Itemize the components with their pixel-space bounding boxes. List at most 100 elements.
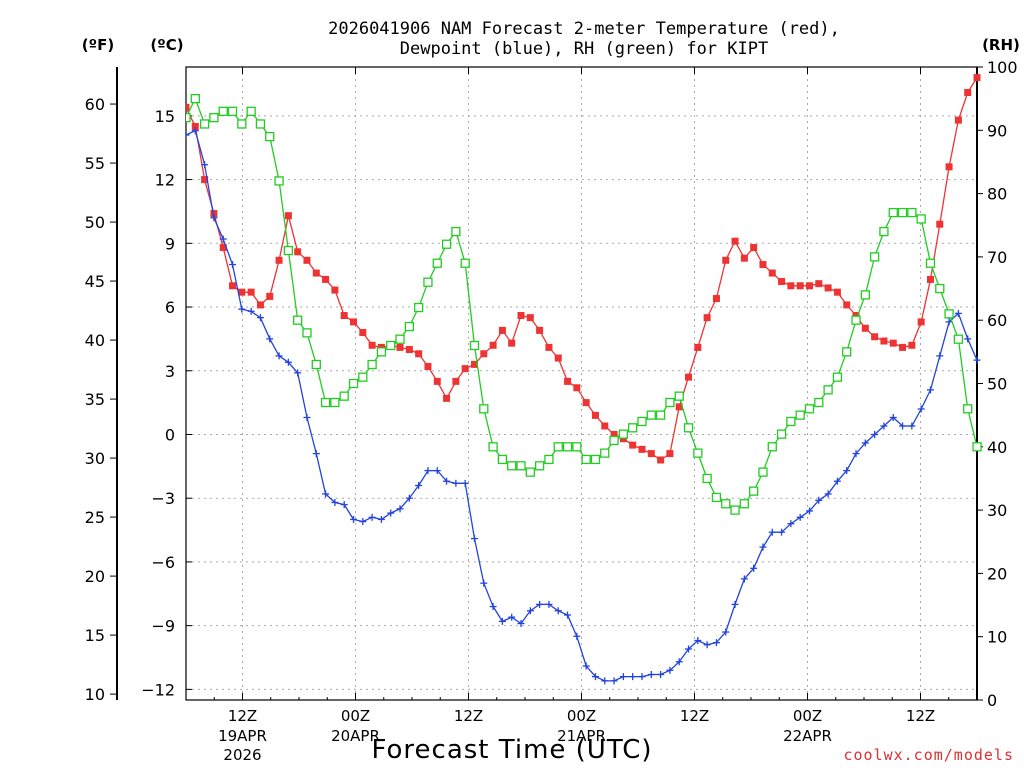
- rh-point: [507, 461, 517, 471]
- x-tick-year-label: 2026: [223, 746, 261, 764]
- temperature-point: [545, 343, 553, 351]
- rh-point: [869, 252, 880, 262]
- dewpoint-point: [536, 600, 544, 608]
- dewpoint-point: [256, 314, 264, 322]
- dewpoint-point: [954, 309, 962, 317]
- rh-point: [246, 106, 256, 116]
- series-dewpoint: [186, 127, 981, 685]
- celsius-tick-label: 3: [165, 362, 175, 381]
- temperature-point: [833, 288, 841, 296]
- fahrenheit-tick-label: 10: [85, 685, 105, 704]
- dewpoint-point: [433, 467, 441, 475]
- rh-point: [832, 372, 843, 382]
- dewpoint-point: [229, 261, 237, 269]
- temperature-point: [936, 220, 944, 228]
- temperature-point: [415, 350, 423, 358]
- rh-point: [516, 461, 526, 471]
- dewpoint-point: [368, 513, 376, 521]
- temperature-point: [564, 377, 572, 385]
- temperature-point: [582, 399, 590, 407]
- temperature-point: [526, 314, 534, 322]
- rh-tick-label: 40: [987, 438, 1007, 457]
- temperature-point: [256, 301, 264, 309]
- dewpoint-point: [871, 430, 879, 438]
- dewpoint-point: [238, 305, 246, 313]
- temperature-point: [247, 288, 255, 296]
- rh-tick-label: 90: [987, 121, 1007, 140]
- rh-point: [879, 226, 889, 237]
- rh-point: [907, 207, 917, 218]
- temperature-point: [508, 339, 516, 347]
- temperature-point: [740, 254, 748, 262]
- x-tick-label: 00Z: [567, 707, 596, 725]
- rh-point: [721, 499, 731, 509]
- temperature-point: [266, 292, 274, 300]
- temperature-point: [489, 341, 497, 349]
- rh-point: [739, 499, 750, 509]
- rh-point: [730, 505, 740, 515]
- dewpoint-point: [610, 677, 618, 685]
- dewpoint-point: [564, 611, 572, 619]
- temperature-point: [554, 354, 562, 362]
- temperature-point: [238, 288, 246, 296]
- rh-point: [758, 467, 768, 477]
- rh-point: [897, 207, 908, 218]
- rh-point: [283, 245, 294, 256]
- chart-title-line-2: Dewpoint (blue), RH (green) for KIPT: [400, 39, 768, 59]
- dewpoint-point: [201, 161, 209, 169]
- temperature-point: [973, 74, 981, 82]
- rh-point: [274, 176, 284, 186]
- dewpoint-point: [396, 505, 404, 513]
- rh-point: [423, 277, 433, 287]
- rh-point: [767, 442, 777, 452]
- rh-point: [432, 258, 442, 268]
- fahrenheit-unit-label: (ºF): [82, 36, 114, 54]
- rh-tick-label: 60: [987, 311, 1007, 330]
- series-layer: [186, 74, 982, 685]
- temperature-point: [731, 237, 739, 245]
- series-line-dewpoint: [186, 129, 978, 682]
- dewpoint-point: [247, 307, 255, 315]
- x-tick-label: 12Z: [454, 707, 483, 725]
- celsius-unit-label: (ºC): [150, 36, 183, 54]
- rh-point: [302, 328, 312, 338]
- celsius-tick-label: −9: [151, 617, 175, 636]
- rh-point: [711, 492, 722, 503]
- temperature-point: [647, 450, 655, 458]
- dewpoint-point: [210, 214, 218, 222]
- dewpoint-point: [545, 600, 553, 608]
- rh-point: [776, 429, 787, 439]
- rh-point: [348, 378, 359, 389]
- temperature-point: [591, 411, 599, 419]
- rh-point: [553, 442, 563, 452]
- dewpoint-point: [601, 677, 609, 685]
- temperature-point: [787, 282, 795, 290]
- dewpoint-point: [908, 422, 916, 430]
- dewpoint-point: [219, 235, 227, 243]
- temperature-point: [712, 295, 720, 303]
- celsius-tick-label: 15: [155, 107, 175, 126]
- dewpoint-point: [443, 477, 451, 485]
- rh-point: [367, 359, 377, 370]
- temperature-point: [452, 377, 460, 385]
- temperature-point: [871, 333, 879, 341]
- dewpoint-point: [759, 543, 767, 551]
- celsius-tick-label: −3: [151, 489, 175, 508]
- rh-point: [237, 119, 247, 129]
- temperature-point: [322, 275, 330, 283]
- fahrenheit-tick-label: 35: [85, 390, 105, 409]
- rh-unit-label: (RH): [982, 36, 1020, 54]
- temperature-point: [433, 377, 441, 385]
- rh-tick-label: 20: [987, 564, 1007, 583]
- rh-tick-label: 70: [987, 248, 1007, 267]
- fahrenheit-tick-label: 50: [85, 213, 105, 232]
- dewpoint-point: [312, 450, 320, 458]
- dewpoint-point: [470, 535, 478, 543]
- temperature-point: [536, 326, 544, 334]
- rh-point: [814, 397, 824, 408]
- dewpoint-point: [926, 386, 934, 394]
- temperature-point: [750, 244, 758, 252]
- rh-point: [944, 309, 954, 319]
- dewpoint-point: [973, 356, 981, 364]
- rh-point: [935, 283, 945, 294]
